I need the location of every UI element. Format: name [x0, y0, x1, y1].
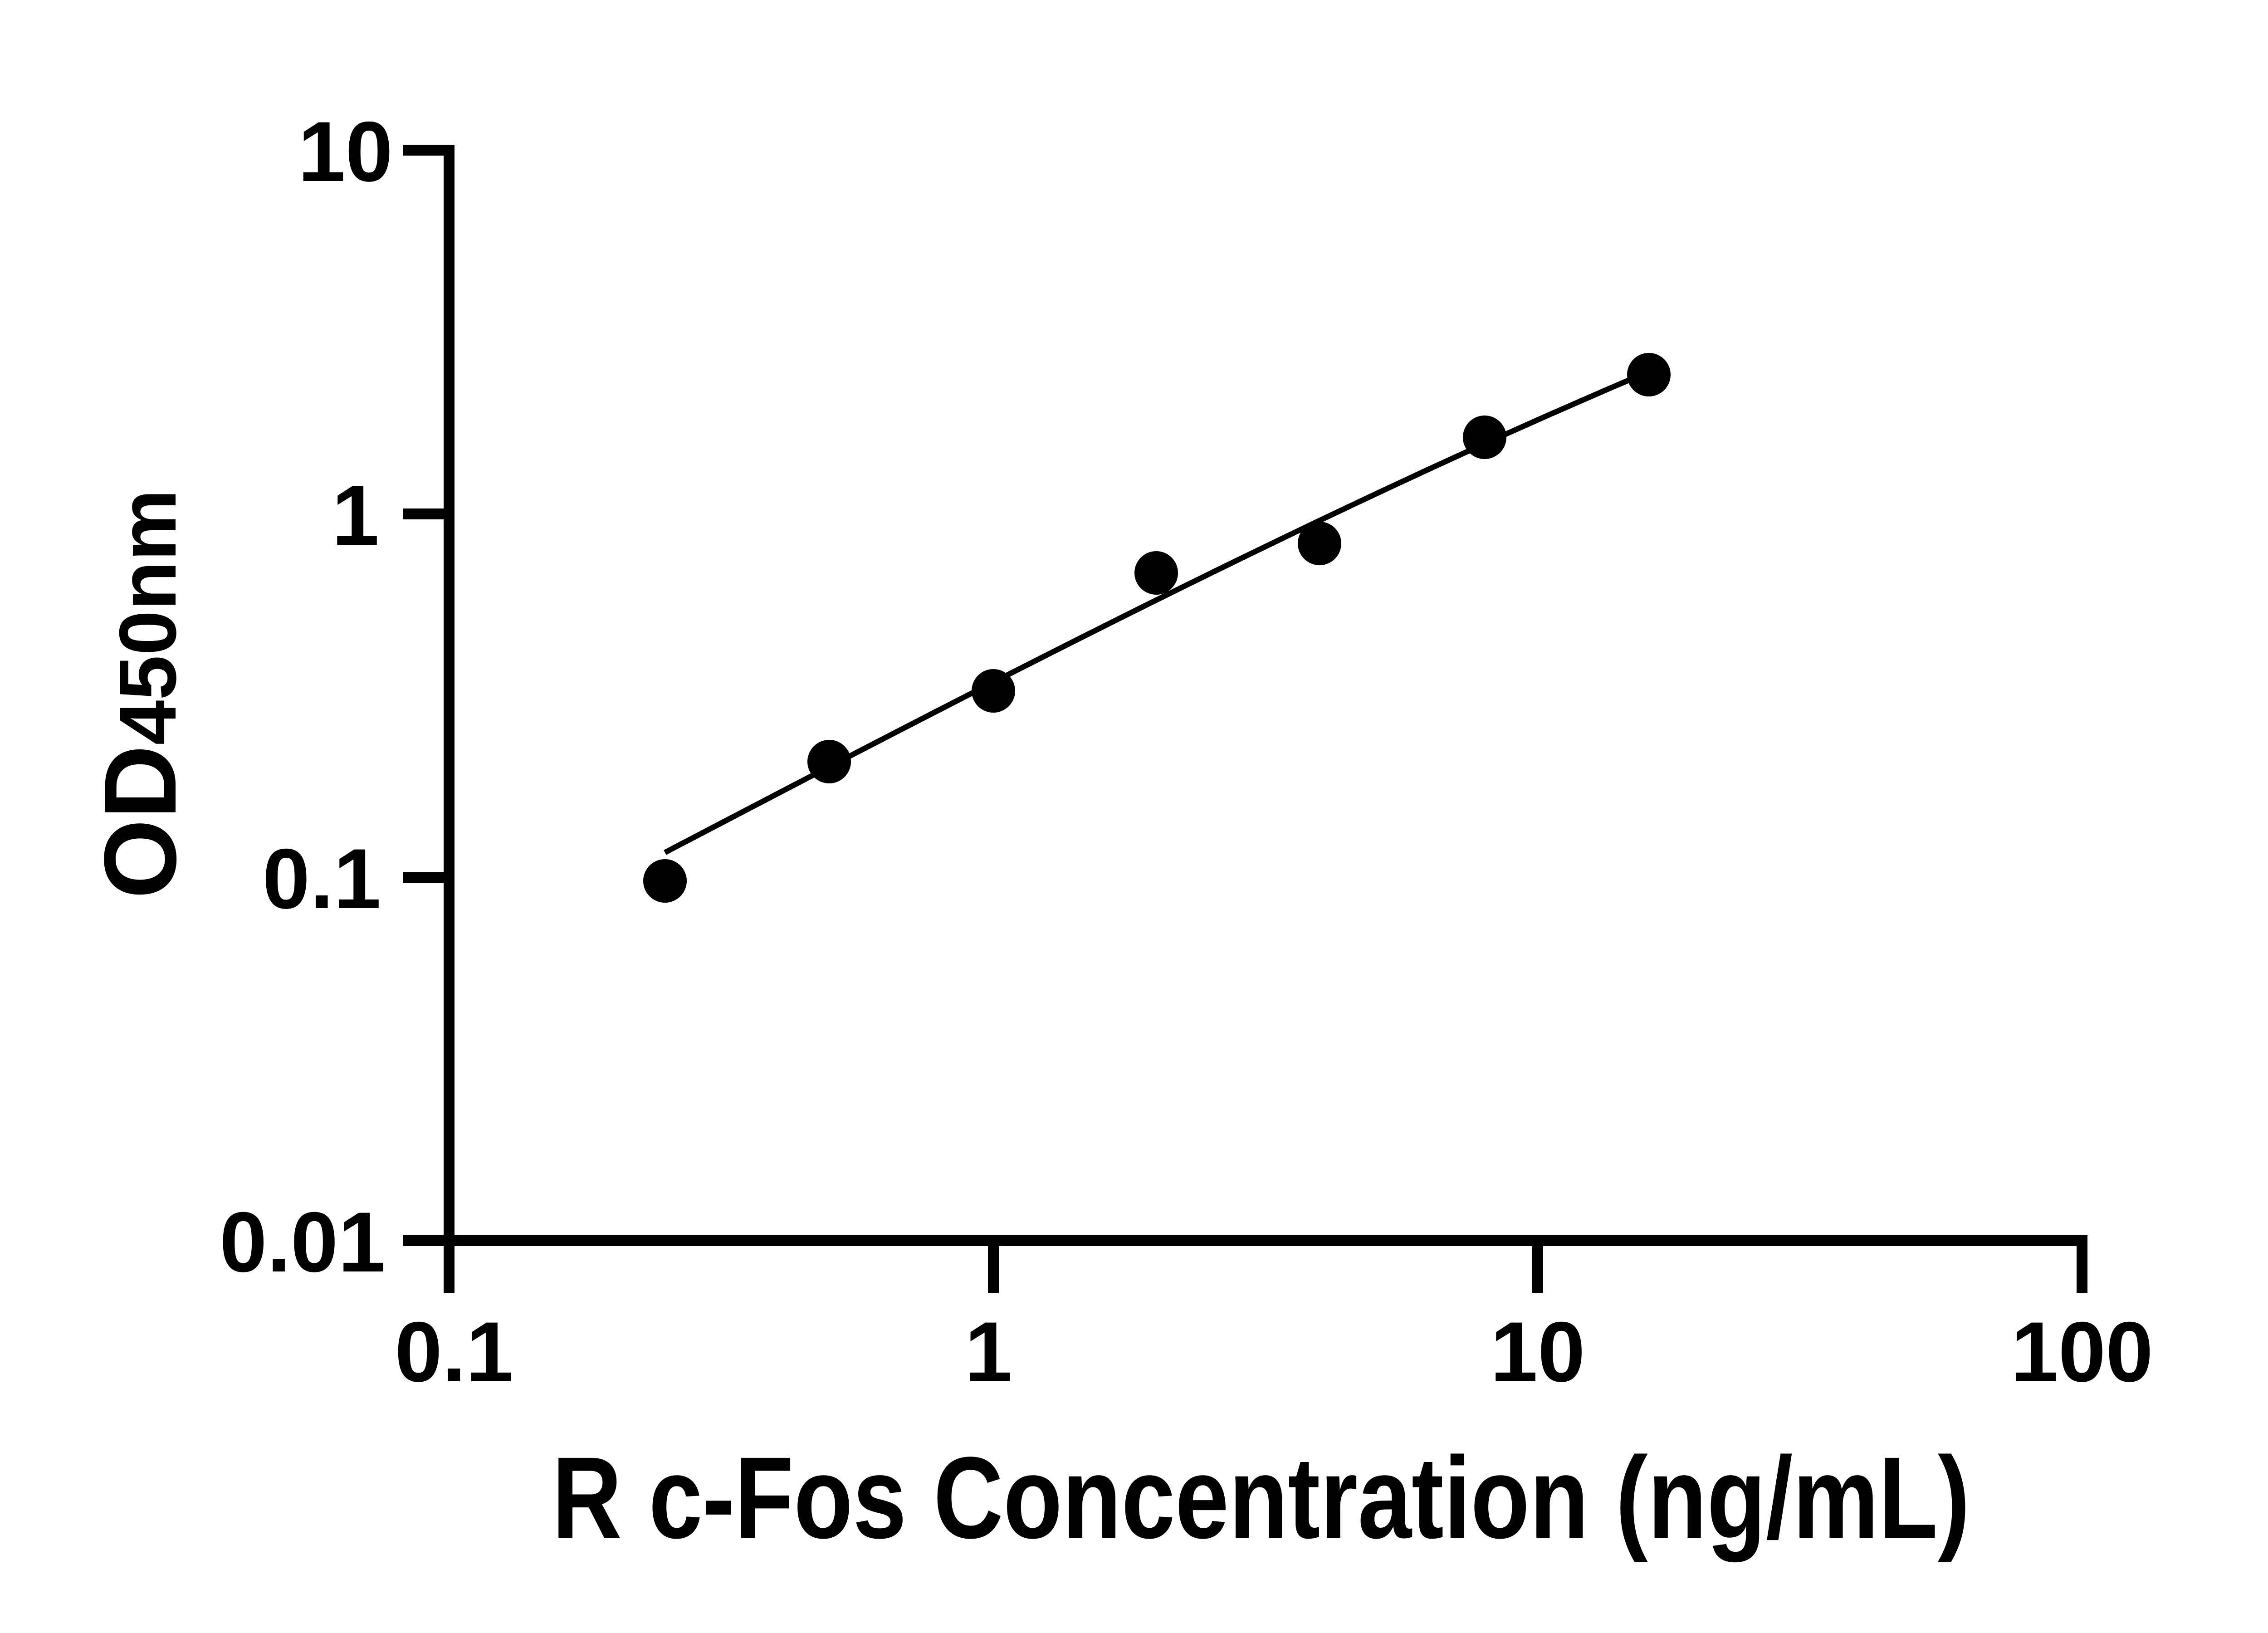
svg-text:0.01: 0.01: [220, 1194, 386, 1290]
svg-text:R c-Fos Concentration (ng/mL): R c-Fos Concentration (ng/mL): [552, 1433, 1970, 1563]
svg-text:1: 1: [965, 1304, 1012, 1399]
svg-text:0.1: 0.1: [395, 1304, 513, 1399]
svg-text:0.1: 0.1: [263, 831, 381, 926]
svg-text:1: 1: [332, 468, 379, 563]
svg-text:10: 10: [298, 104, 393, 199]
svg-text:10: 10: [1490, 1304, 1585, 1399]
svg-text:OD450nm: OD450nm: [83, 489, 197, 899]
svg-text:100: 100: [2011, 1304, 2153, 1399]
